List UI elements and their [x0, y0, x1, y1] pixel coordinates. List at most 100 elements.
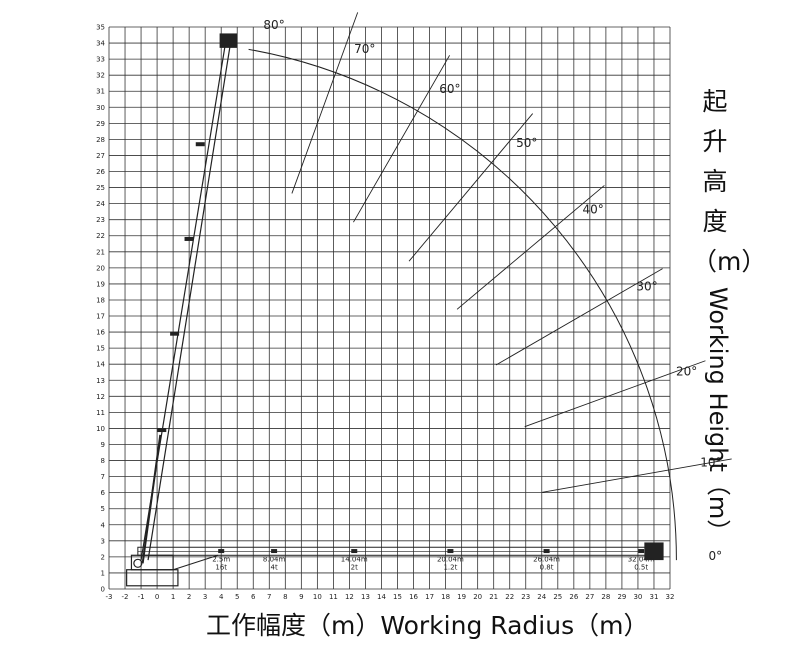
x-tick-label: 14: [377, 593, 386, 601]
angle-guide-line: [353, 55, 450, 223]
angle-label: 10°: [700, 455, 721, 469]
boom-section-joint: [170, 331, 180, 336]
angle-label: 70°: [354, 42, 375, 56]
y-tick-label: 32: [96, 72, 105, 80]
load-point-load-label: 1.2t: [443, 564, 457, 572]
x-tick-label: 1: [171, 593, 175, 601]
load-point-marker: [218, 549, 225, 554]
y-tick-label: 23: [96, 216, 105, 224]
load-point-radius-label: 20.04m: [437, 556, 464, 564]
x-tick-label: 2: [187, 593, 191, 601]
y-axis-title-chinese: 起升高度（m）: [692, 87, 767, 276]
load-point-radius-label: 14.04m: [341, 556, 368, 564]
x-tick-label: 30: [633, 593, 642, 601]
x-tick-label: 10: [313, 593, 322, 601]
load-point-radius-label: 2.5m: [212, 556, 230, 564]
y-tick-label: 27: [96, 152, 105, 160]
load-point-marker: [447, 549, 454, 554]
x-tick-label: 25: [553, 593, 562, 601]
tick-labels: -3 -2 -1 0 1 2 3 4 5 6 7 8 9 10 11 12 13 14 15 16 17 18 19 20 21…: [96, 24, 674, 602]
y-tick-label: 20: [96, 264, 105, 272]
y-tick-label: 0: [101, 586, 105, 594]
y-tick-label: 19: [96, 280, 105, 288]
load-point-marker: [543, 549, 550, 554]
y-tick-label: 7: [101, 473, 105, 481]
x-tick-label: 28: [601, 593, 610, 601]
x-tick-label: 5: [235, 593, 239, 601]
x-tick-label: 3: [203, 593, 207, 601]
x-tick-label: 18: [441, 593, 450, 601]
x-tick-label: 15: [393, 593, 402, 601]
load-point-radius-label: 26.04m: [533, 556, 560, 564]
x-tick-label: 0: [155, 593, 159, 601]
outrigger: [172, 554, 219, 571]
y-tick-label: 15: [96, 345, 105, 353]
raised-boom-edge: [147, 39, 232, 561]
y-tick-label: 12: [96, 393, 105, 401]
y-tick-label: 16: [96, 329, 105, 337]
load-point-load-label: 0.8t: [540, 564, 554, 572]
x-tick-label: 20: [473, 593, 482, 601]
y-tick-label: 29: [96, 120, 105, 128]
x-tick-label: 32: [666, 593, 675, 601]
x-tick-label: 16: [409, 593, 418, 601]
y-tick-label: 6: [101, 489, 106, 497]
angle-guide-line: [456, 185, 605, 310]
x-tick-label: 11: [329, 593, 338, 601]
platform-retracted: [644, 542, 664, 561]
y-tick-label: 5: [101, 505, 105, 513]
y-tick-label: 21: [96, 248, 105, 256]
y-tick-label: 3: [101, 537, 105, 545]
load-point-load-label: 0.5t: [634, 564, 648, 572]
y-tick-label: 28: [96, 136, 105, 144]
load-point-marker: [638, 549, 645, 554]
angle-guide-line: [524, 360, 706, 428]
chassis: [126, 569, 179, 587]
angle-guide-line: [408, 113, 534, 262]
x-tick-label: 23: [521, 593, 530, 601]
boom-section-joint: [195, 142, 205, 147]
y-tick-label: 30: [96, 104, 105, 112]
load-point-load-label: 2t: [351, 564, 358, 572]
crane-illustration: [126, 33, 664, 587]
x-tick-label: 22: [505, 593, 514, 601]
wheel: [133, 558, 143, 568]
x-tick-label: 17: [425, 593, 434, 601]
y-tick-label: 4: [101, 521, 106, 529]
angle-label: 30°: [636, 279, 657, 293]
y-tick-label: 11: [96, 409, 105, 417]
y-tick-label: 24: [96, 200, 105, 208]
y-tick-label: 17: [96, 313, 105, 321]
y-tick-label: 9: [101, 441, 105, 449]
load-point-load-label: 4t: [270, 564, 277, 572]
y-tick-label: 25: [96, 184, 105, 192]
y-tick-label: 35: [96, 24, 105, 32]
y-tick-label: 31: [96, 88, 105, 96]
angle-lines: 0° 10° 20° 30° 40° 50° 60° 70° 80°: [263, 12, 732, 563]
angle-label: 50°: [516, 136, 537, 150]
load-point-marker: [351, 549, 358, 554]
y-tick-label: 13: [96, 377, 105, 385]
y-tick-label: 26: [96, 168, 105, 176]
x-tick-label: 7: [267, 593, 271, 601]
load-point-labels: 2.5m16t8.04m4t14.04m2t20.04m1.2t26.04m0.…: [212, 549, 655, 572]
angle-label: 20°: [676, 365, 697, 379]
x-tick-label: 24: [537, 593, 546, 601]
load-point-radius-label: 32.04m: [628, 556, 655, 564]
x-tick-label: -3: [106, 593, 113, 601]
y-tick-label: 1: [101, 569, 105, 577]
angle-label: 60°: [439, 82, 460, 96]
x-tick-label: -2: [122, 593, 129, 601]
angle-label: 80°: [263, 18, 284, 32]
luffing-cylinder: [141, 434, 162, 564]
y-tick-label: 14: [96, 361, 105, 369]
x-tick-label: 29: [617, 593, 626, 601]
angle-guide-line: [291, 12, 359, 194]
x-tick-label: 9: [299, 593, 303, 601]
platform-raised: [219, 33, 238, 48]
angle-guide-line: [542, 458, 732, 493]
x-tick-label: 21: [489, 593, 498, 601]
load-point-marker: [271, 549, 278, 554]
y-tick-label: 22: [96, 232, 105, 240]
